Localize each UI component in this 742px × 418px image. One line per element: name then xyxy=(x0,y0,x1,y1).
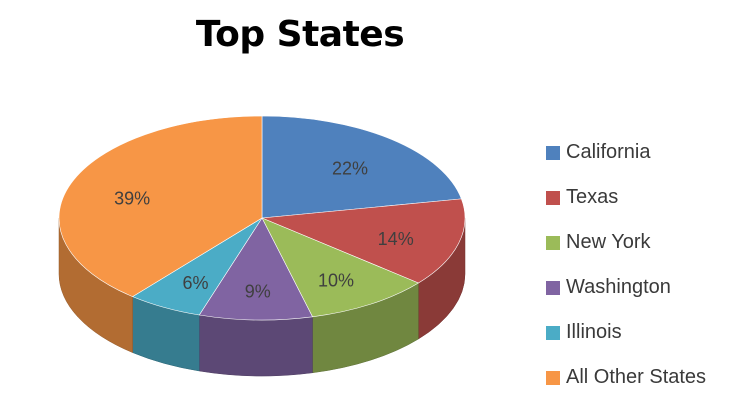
data-label-california: 22% xyxy=(332,159,368,179)
slice-new-york xyxy=(261,217,420,318)
legend-swatch xyxy=(546,145,560,160)
slice-all-other-states xyxy=(58,115,263,297)
legend-label: All Other States xyxy=(566,366,707,388)
legend-swatch xyxy=(546,280,560,295)
legend-item-texas: Texas xyxy=(546,175,706,220)
data-label-illinois: 6% xyxy=(182,273,208,293)
legend-swatch xyxy=(546,235,560,250)
chart-title: Top States xyxy=(195,14,405,55)
legend-label: California xyxy=(566,141,651,163)
legend-swatch xyxy=(546,325,560,340)
legend-label: Washington xyxy=(566,276,671,298)
legend-item-all-other-states: All Other States xyxy=(546,355,706,400)
legend-item-new-york: New York xyxy=(546,220,706,265)
legend-label: Illinois xyxy=(566,321,622,343)
slice-texas xyxy=(261,198,466,284)
legend-item-washington: Washington xyxy=(546,265,706,310)
data-label-all-other-states: 39% xyxy=(114,189,150,209)
legend-item-california: California xyxy=(546,130,706,175)
legend-label: Texas xyxy=(566,186,619,208)
legend-label: New York xyxy=(566,231,651,253)
data-label-texas: 14% xyxy=(378,229,414,249)
slice-california xyxy=(261,115,462,219)
data-label-washington: 9% xyxy=(245,281,271,301)
slice-washington xyxy=(198,217,313,321)
legend: California Texas New York Washington Illinoi… xyxy=(546,130,706,400)
legend-item-illinois: Illinois xyxy=(546,310,706,355)
legend-swatch xyxy=(546,370,560,385)
slice-side-washington xyxy=(199,314,313,377)
legend-swatch xyxy=(546,190,560,205)
data-label-new-york: 10% xyxy=(318,271,354,291)
